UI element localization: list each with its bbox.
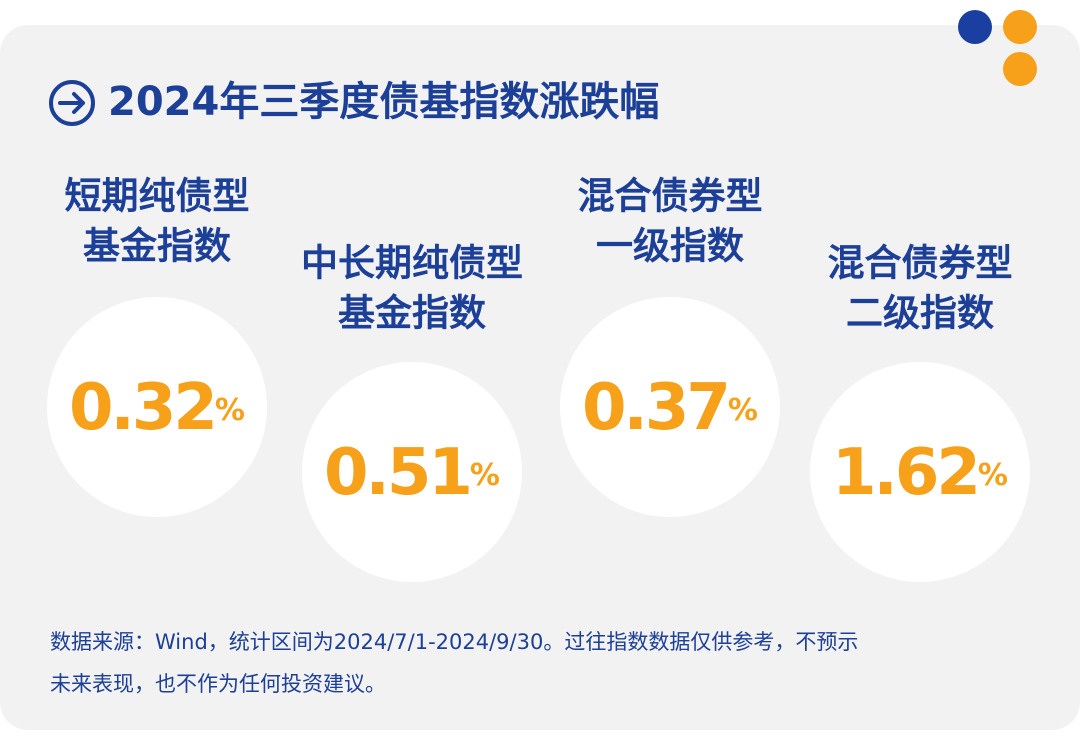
- item-label: 中长期纯债型: [301, 242, 523, 285]
- item-label: 二级指数: [846, 292, 994, 335]
- items: 短期纯债型基金指数0.32%中长期纯债型基金指数0.51%混合债券型一级指数0.…: [47, 175, 1030, 582]
- dot: [1003, 52, 1037, 86]
- item-value: 0.37%: [582, 371, 758, 445]
- value-circle: [560, 297, 780, 517]
- footnote: 数据来源：Wind，统计区间为2024/7/1-2024/9/30。过往指数数据…: [50, 630, 858, 654]
- item-label: 混合债券型: [828, 242, 1013, 285]
- item-value: 1.62%: [832, 436, 1008, 510]
- value-number: 0.51: [324, 436, 470, 510]
- item-value: 0.32%: [69, 371, 245, 445]
- value-circle: [810, 362, 1030, 582]
- item-label: 基金指数: [83, 225, 231, 268]
- title-icon: [49, 80, 95, 126]
- title: 2024年三季度债基指数涨跌幅: [108, 79, 659, 125]
- dot: [1003, 10, 1037, 44]
- value-number: 1.62: [832, 436, 978, 510]
- item-value: 0.51%: [324, 436, 500, 510]
- value-circle: [47, 297, 267, 517]
- value-number: 0.32: [69, 371, 215, 445]
- footnote: 未来表现，也不作为任何投资建议。: [50, 672, 386, 696]
- item-label: 混合债券型: [578, 175, 763, 218]
- item-label: 一级指数: [596, 225, 744, 268]
- value-unit: %: [728, 393, 758, 428]
- dot: [958, 10, 992, 44]
- value-unit: %: [470, 458, 500, 493]
- card: [0, 25, 1080, 730]
- item-label: 基金指数: [338, 292, 486, 335]
- value-circle: [302, 362, 522, 582]
- value-unit: %: [215, 393, 245, 428]
- value-number: 0.37: [582, 371, 728, 445]
- value-unit: %: [978, 458, 1008, 493]
- item-label: 短期纯债型: [65, 175, 250, 218]
